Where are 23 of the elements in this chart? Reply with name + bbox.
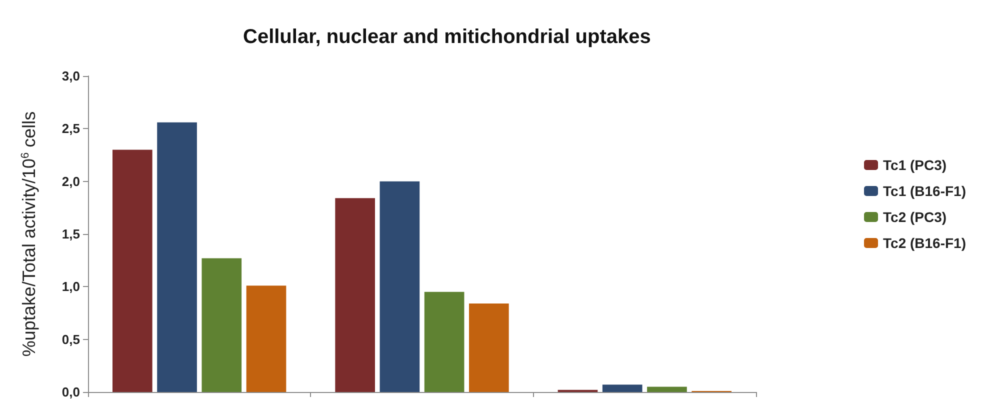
legend-label: Tc1 (PC3) [883,157,947,173]
bar [246,286,286,392]
legend-label: Tc2 (PC3) [883,209,947,225]
bar [469,304,509,392]
y-tick-label: 2,5 [62,121,80,136]
y-tick-label: 1,5 [62,226,80,242]
bar [157,122,197,392]
bar [424,292,464,392]
y-tick-label: 0,5 [62,332,80,347]
legend-label: Tc2 (B16-F1) [883,235,966,251]
y-axis-title: %uptake/Total activity/106 cells [19,111,39,357]
bar [202,258,242,392]
bar [335,198,375,392]
y-tick-label: 2,0 [62,174,80,189]
y-tick-label: 0,0 [62,384,80,400]
bar [380,181,420,392]
bar [602,384,642,392]
y-tick-label: 1,0 [62,279,80,294]
chart-title: Cellular, nuclear and mitichondrial uptakes [243,26,651,48]
y-tick-label: 3,0 [62,68,80,84]
legend-label: Tc1 (B16-F1) [883,183,966,199]
bar [647,386,687,392]
bar [112,150,152,392]
